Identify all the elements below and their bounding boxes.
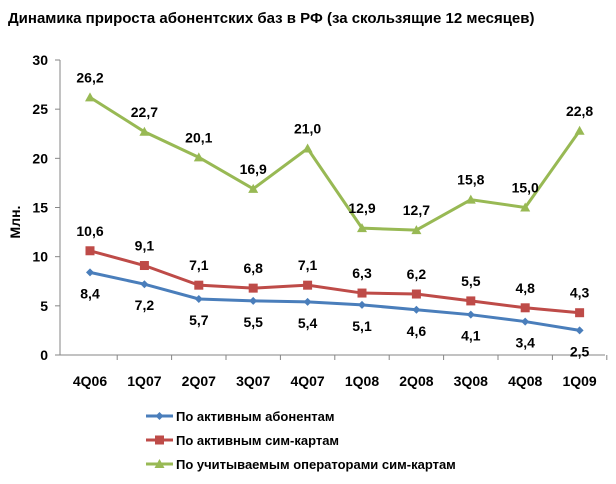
x-tick-label: 2Q07 bbox=[182, 373, 216, 389]
data-point bbox=[302, 143, 313, 153]
legend-label: По учитываемым операторами сим-картам bbox=[176, 457, 456, 472]
legend-label: По активным абонентам bbox=[176, 409, 335, 424]
data-label: 16,9 bbox=[240, 161, 267, 177]
data-point bbox=[139, 126, 150, 136]
data-point bbox=[85, 246, 95, 256]
data-label: 5,5 bbox=[243, 314, 263, 330]
data-point bbox=[249, 296, 258, 305]
data-label: 22,7 bbox=[131, 104, 158, 120]
data-label: 4,8 bbox=[515, 280, 535, 296]
data-label: 6,8 bbox=[243, 260, 263, 276]
x-tick-label: 1Q09 bbox=[562, 373, 596, 389]
data-label: 2,5 bbox=[570, 343, 590, 359]
data-point bbox=[303, 297, 312, 306]
data-label: 4,1 bbox=[461, 328, 481, 344]
data-point bbox=[357, 288, 367, 298]
x-tick-label: 4Q08 bbox=[508, 373, 542, 389]
data-label: 4,6 bbox=[407, 323, 427, 339]
data-label: 20,1 bbox=[185, 129, 212, 145]
data-point bbox=[466, 310, 475, 319]
data-label: 6,3 bbox=[352, 265, 372, 281]
data-label: 4,3 bbox=[570, 285, 590, 301]
data-point bbox=[248, 283, 258, 293]
x-tick-label: 4Q06 bbox=[73, 373, 107, 389]
data-label: 8,4 bbox=[80, 285, 100, 301]
y-tick-label: 10 bbox=[32, 249, 48, 265]
data-point bbox=[140, 280, 149, 289]
data-point bbox=[520, 303, 530, 313]
chart-title: Динамика прироста абонентских баз в РФ (… bbox=[8, 10, 535, 27]
data-label: 15,8 bbox=[457, 172, 484, 188]
data-label: 6,2 bbox=[407, 266, 427, 282]
data-label: 26,2 bbox=[76, 69, 103, 85]
data-point bbox=[411, 289, 421, 299]
y-tick-label: 25 bbox=[32, 101, 48, 117]
data-label: 3,4 bbox=[515, 335, 535, 351]
legend-marker bbox=[155, 435, 164, 445]
series-line bbox=[89, 249, 580, 315]
data-label: 7,1 bbox=[298, 257, 318, 273]
data-point bbox=[575, 326, 584, 335]
data-point bbox=[85, 92, 95, 102]
data-point bbox=[194, 280, 204, 290]
data-point bbox=[575, 308, 585, 318]
data-label: 22,8 bbox=[566, 103, 593, 119]
y-tick-label: 5 bbox=[40, 298, 48, 314]
data-point bbox=[248, 183, 259, 193]
data-point bbox=[411, 225, 422, 235]
data-point bbox=[466, 296, 476, 306]
x-tick-label: 2Q08 bbox=[399, 373, 433, 389]
y-tick-label: 20 bbox=[32, 150, 48, 166]
series-line bbox=[89, 270, 580, 332]
series-line bbox=[89, 96, 581, 232]
legend-marker bbox=[155, 412, 164, 420]
data-point bbox=[194, 294, 203, 303]
x-tick-label: 1Q08 bbox=[345, 373, 379, 389]
data-point bbox=[357, 223, 367, 233]
data-label: 7,2 bbox=[135, 297, 155, 313]
data-label: 7,1 bbox=[189, 257, 209, 273]
data-label: 12,9 bbox=[348, 200, 375, 216]
legend-label: По активным сим-картам bbox=[176, 433, 339, 448]
data-point bbox=[358, 300, 366, 309]
y-tick-label: 15 bbox=[32, 200, 48, 216]
data-label: 12,7 bbox=[403, 202, 430, 218]
data-label: 15,0 bbox=[512, 180, 539, 196]
data-point bbox=[139, 261, 149, 271]
y-tick-label: 0 bbox=[40, 347, 48, 363]
data-point bbox=[193, 152, 204, 162]
data-label: 5,5 bbox=[461, 273, 481, 289]
x-tick-label: 3Q07 bbox=[236, 373, 270, 389]
data-label: 21,0 bbox=[294, 121, 321, 137]
data-point bbox=[86, 268, 94, 277]
data-point bbox=[303, 280, 313, 290]
x-tick-label: 3Q08 bbox=[454, 373, 488, 389]
data-label: 9,1 bbox=[135, 238, 155, 254]
y-axis-label: Млн. bbox=[7, 206, 23, 239]
legend-marker bbox=[154, 459, 165, 468]
data-point bbox=[520, 202, 531, 212]
x-tick-label: 1Q07 bbox=[127, 373, 161, 389]
data-label: 5,4 bbox=[298, 315, 318, 331]
data-point bbox=[574, 125, 585, 135]
x-tick-label: 4Q07 bbox=[290, 373, 324, 389]
data-point bbox=[465, 194, 476, 204]
data-point bbox=[521, 317, 530, 326]
data-label: 10,6 bbox=[76, 223, 103, 239]
data-label: 5,7 bbox=[189, 312, 209, 328]
data-label: 5,1 bbox=[352, 318, 372, 334]
data-point bbox=[412, 305, 421, 314]
y-tick-label: 30 bbox=[32, 52, 48, 68]
